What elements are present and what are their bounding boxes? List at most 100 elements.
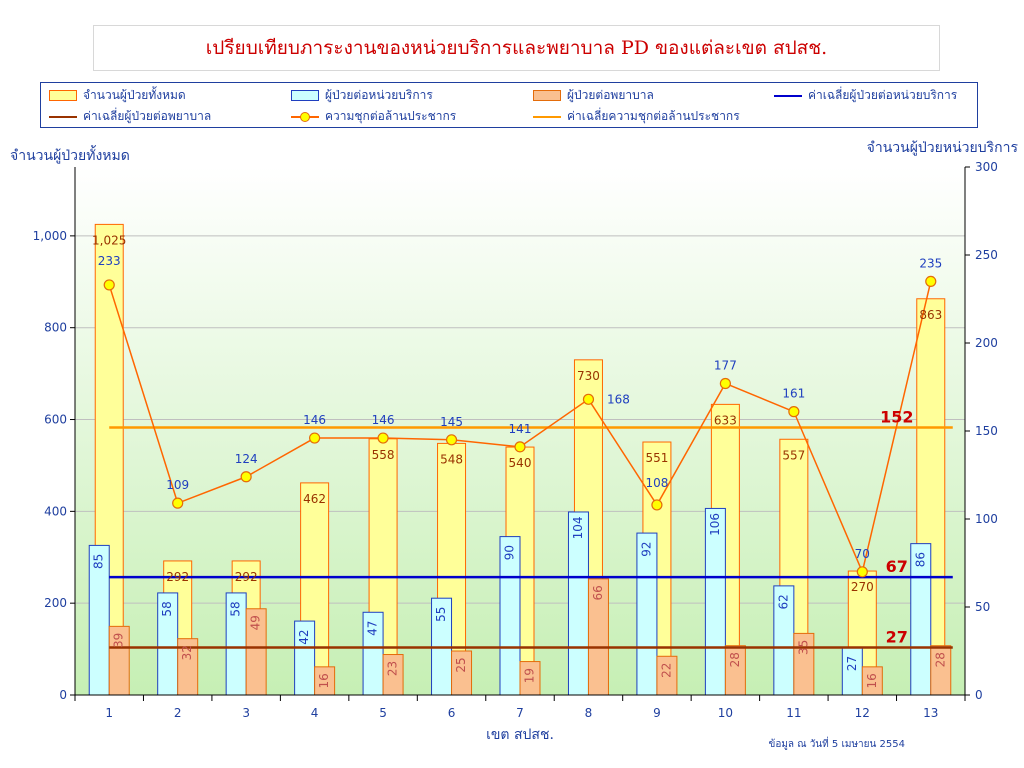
per-unit-value-label: 90 — [503, 545, 517, 560]
left-tick-label: 400 — [44, 504, 67, 518]
prevalence-value-label: 168 — [607, 392, 630, 406]
legend-label-avg-prevalence: ค่าเฉลี่ยความชุกต่อล้านประชากร — [567, 109, 740, 123]
prevalence-marker — [925, 275, 937, 287]
total-value-label: 730 — [577, 369, 600, 383]
x-tick-label: 12 — [855, 706, 870, 720]
average-lines-layer — [109, 426, 953, 649]
total-value-label: 292 — [235, 570, 258, 584]
legend-label-per-nurse: ผู้ป่วยต่อพยาบาล — [567, 88, 654, 102]
total-value-label: 557 — [782, 448, 805, 462]
prevalence-marker — [309, 432, 321, 444]
per-unit-value-label: 85 — [92, 554, 106, 569]
x-tick-label: 6 — [448, 706, 456, 720]
legend-swatch-avg-per-nurse — [49, 115, 77, 118]
per-nurse-value-label: 16 — [865, 673, 879, 688]
left-tick-label: 200 — [44, 596, 67, 610]
chart-legend: จำนวนผู้ป่วยทั้งหมด ผู้ป่วยต่อหน่วยบริกา… — [40, 82, 978, 128]
left-axis-title: จำนวนผู้ป่วยทั้งหมด — [10, 145, 130, 164]
total-value-label: 270 — [851, 580, 874, 594]
average-line-label: 152 — [880, 407, 913, 426]
per-nurse-value-label: 22 — [659, 663, 673, 678]
prevalence-marker — [172, 497, 184, 509]
legend-item-per-unit: ผู้ป่วยต่อหน่วยบริการ — [291, 86, 433, 105]
legend-label-avg-per-nurse: ค่าเฉลี่ยผู้ป่วยต่อพยาบาล — [83, 109, 212, 123]
prevalence-value-label: 109 — [166, 478, 189, 492]
prevalence-marker — [719, 377, 731, 390]
left-tick-label: 1,000 — [33, 229, 67, 243]
per-unit-value-label: 47 — [366, 621, 380, 636]
total-value-label: 863 — [919, 308, 942, 322]
x-tick-label: 5 — [379, 706, 387, 720]
right-tick-label: 300 — [975, 160, 998, 174]
legend-swatch-per-unit — [291, 90, 319, 101]
right-tick-label: 150 — [975, 424, 998, 438]
x-tick-label: 3 — [242, 706, 250, 720]
prevalence-value-label: 146 — [303, 413, 326, 427]
legend-swatch-total — [49, 90, 77, 101]
x-tick-label: 4 — [311, 706, 319, 720]
per-unit-value-label: 58 — [160, 601, 174, 616]
right-tick-label: 100 — [975, 512, 998, 526]
per-nurse-value-label: 32 — [180, 645, 194, 660]
prevalence-marker — [377, 432, 389, 444]
per-nurse-value-label: 35 — [796, 640, 810, 655]
prevalence-marker — [445, 434, 458, 446]
legend-item-avg-per-nurse: ค่าเฉลี่ยผู้ป่วยต่อพยาบาล — [49, 107, 211, 126]
per-nurse-value-label: 16 — [317, 673, 331, 688]
prevalence-value-label: 161 — [782, 387, 805, 401]
prevalence-value-label: 235 — [919, 256, 942, 270]
right-tick-label: 0 — [975, 688, 983, 702]
legend-item-prevalence: ความชุกต่อล้านประชากร — [291, 107, 456, 126]
average-line-label: 67 — [886, 557, 908, 576]
x-tick-label: 8 — [585, 706, 593, 720]
prevalence-value-label: 233 — [98, 254, 121, 268]
total-value-label: 633 — [714, 413, 737, 427]
legend-swatch-avg-prevalence — [533, 115, 561, 118]
prevalence-value-label: 108 — [645, 476, 668, 490]
prevalence-value-label: 177 — [714, 358, 737, 372]
per-nurse-value-label: 49 — [249, 615, 263, 630]
chart-title: เปรียบเทียบภาระงานของหน่วยบริการและพยาบา… — [205, 37, 828, 59]
per-unit-value-label: 104 — [571, 517, 585, 540]
prevalence-value-label: 141 — [509, 422, 532, 436]
legend-label-avg-per-unit: ค่าเฉลี่ยผู้ป่วยต่อหน่วยบริการ — [808, 88, 958, 102]
prevalence-value-label: 145 — [440, 415, 463, 429]
legend-swatch-per-nurse — [533, 90, 561, 101]
total-value-label: 462 — [303, 492, 326, 506]
per-unit-value-label: 55 — [434, 607, 448, 622]
prevalence-value-label: 146 — [372, 413, 395, 427]
prevalence-line-layer — [103, 275, 937, 578]
prevalence-marker — [582, 393, 595, 405]
right-axis-title: จำนวนผู้ป่วยหน่วยบริการ — [867, 140, 1019, 156]
prevalence-marker — [514, 441, 526, 453]
prevalence-marker — [856, 566, 868, 578]
per-nurse-value-label: 28 — [933, 652, 947, 667]
per-unit-value-label: 62 — [776, 594, 790, 609]
data-labels-layer: 67 27 152 1,025 292 292 462 558 548 540 730 551 633 5… — [92, 233, 948, 688]
right-tick-label: 200 — [975, 336, 998, 350]
prevalence-value-label: 70 — [855, 547, 870, 561]
prevalence-value-label: 124 — [235, 452, 258, 466]
bars-layer — [88, 223, 952, 696]
total-value-label: 540 — [509, 456, 532, 470]
left-tick-label: 800 — [44, 321, 67, 335]
legend-label-per-unit: ผู้ป่วยต่อหน่วยบริการ — [325, 88, 433, 102]
x-tick-label: 11 — [786, 706, 801, 720]
total-value-label: 1,025 — [92, 233, 126, 247]
total-value-label: 292 — [166, 570, 189, 584]
per-nurse-value-label: 19 — [523, 668, 537, 683]
prevalence-marker — [240, 471, 252, 483]
right-tick-label: 250 — [975, 248, 998, 262]
legend-item-avg-prevalence: ค่าเฉลี่ยความชุกต่อล้านประชากร — [533, 107, 740, 126]
per-nurse-value-label: 25 — [454, 657, 468, 672]
per-unit-value-label: 27 — [845, 656, 859, 671]
legend-item-total: จำนวนผู้ป่วยทั้งหมด — [49, 86, 186, 105]
left-tick-label: 600 — [44, 413, 67, 427]
per-nurse-value-label: 28 — [728, 652, 742, 667]
per-unit-value-label: 86 — [913, 552, 927, 567]
left-tick-label: 0 — [59, 688, 67, 702]
x-tick-label: 10 — [718, 706, 733, 720]
legend-item-avg-per-unit: ค่าเฉลี่ยผู้ป่วยต่อหน่วยบริการ — [774, 86, 957, 105]
